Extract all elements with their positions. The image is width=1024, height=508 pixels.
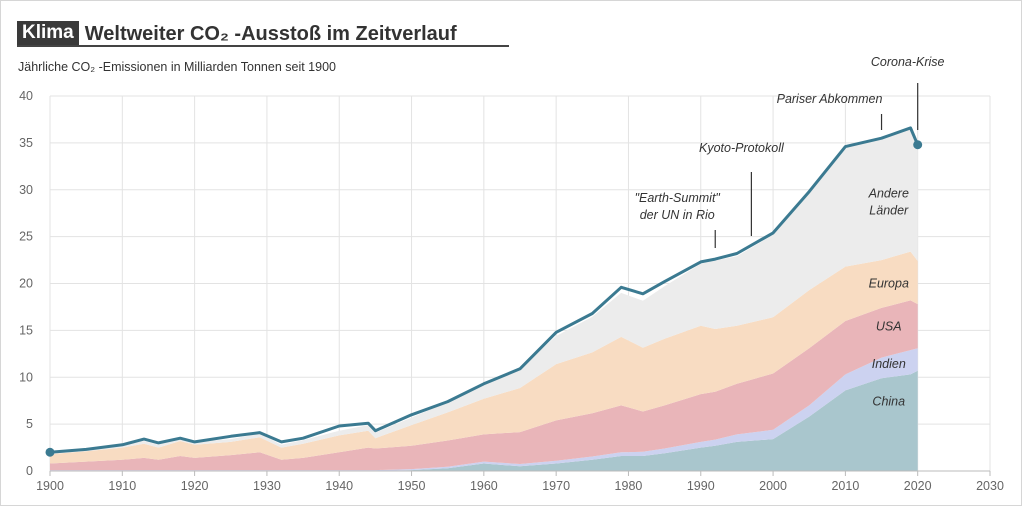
series-label-usa: USA (876, 319, 902, 333)
x-tick-label-2030: 2030 (976, 479, 1004, 493)
axes: 0 5 10 15 20 25 30 35 40 1900 1910 1920 1930 1940 1950… (19, 89, 1004, 493)
y-tick-label-10: 10 (19, 370, 33, 384)
area-europa (50, 251, 918, 464)
chart-title: Weltweiter CO₂ -Ausstoß im Zeitverlauf (84, 22, 457, 45)
header: Klima Weltweiter CO₂ -Ausstoß im Zeitver… (17, 21, 457, 46)
annotation-paris: Pariser Abkommen (777, 92, 883, 106)
series-label-andere-laender: Andere Länder (868, 186, 909, 217)
y-tick-label-40: 40 (19, 89, 33, 103)
x-tick-label-1910: 1910 (108, 479, 136, 493)
annotations: "Earth-Summit" der UN in Rio Kyoto-Protoko… (635, 55, 945, 248)
y-tick-label-25: 25 (19, 230, 33, 244)
y-tick-label-35: 35 (19, 136, 33, 150)
x-tick-label-1930: 1930 (253, 479, 281, 493)
area-china (50, 370, 918, 471)
area-usa (50, 300, 918, 471)
annotation-earth-summit: "Earth-Summit" der UN in Rio (635, 191, 721, 222)
x-tick-label-2000: 2000 (759, 479, 787, 493)
annotation-corona: Corona-Krise (871, 55, 945, 69)
total-emissions-line (48, 126, 920, 454)
y-tick-label-30: 30 (19, 183, 33, 197)
series-label-indien: Indien (872, 357, 906, 371)
x-tick-label-1980: 1980 (615, 479, 643, 493)
y-tick-label-0: 0 (26, 464, 33, 478)
series-label-china: China (872, 394, 905, 408)
total-emissions (45, 126, 923, 457)
stacked-areas (50, 127, 918, 471)
y-tick-label-15: 15 (19, 323, 33, 337)
annotation-kyoto: Kyoto-Protokoll (699, 141, 785, 155)
category-tag: Klima (17, 21, 79, 46)
x-tick-label-2020: 2020 (904, 479, 932, 493)
x-tick-label-1960: 1960 (470, 479, 498, 493)
title-underline (17, 45, 509, 47)
series-label-europa: Europa (869, 276, 909, 290)
x-tick-label-1940: 1940 (325, 479, 353, 493)
series-labels: China Indien USA Europa Andere Länder (868, 186, 909, 408)
x-tick-label-1900: 1900 (36, 479, 64, 493)
chart-subtitle: Jährliche CO₂ -Emissionen in Milliarden … (18, 60, 336, 74)
x-tick-label-1950: 1950 (398, 479, 426, 493)
x-tick-label-2010: 2010 (831, 479, 859, 493)
start-point (45, 447, 55, 457)
x-tick-label-1970: 1970 (542, 479, 570, 493)
end-point (913, 140, 923, 150)
y-tick-label-5: 5 (26, 417, 33, 431)
x-tick-label-1990: 1990 (687, 479, 715, 493)
x-tick-label-1920: 1920 (181, 479, 209, 493)
y-tick-label-20: 20 (19, 277, 33, 291)
area-andere-l-nder (50, 127, 918, 455)
